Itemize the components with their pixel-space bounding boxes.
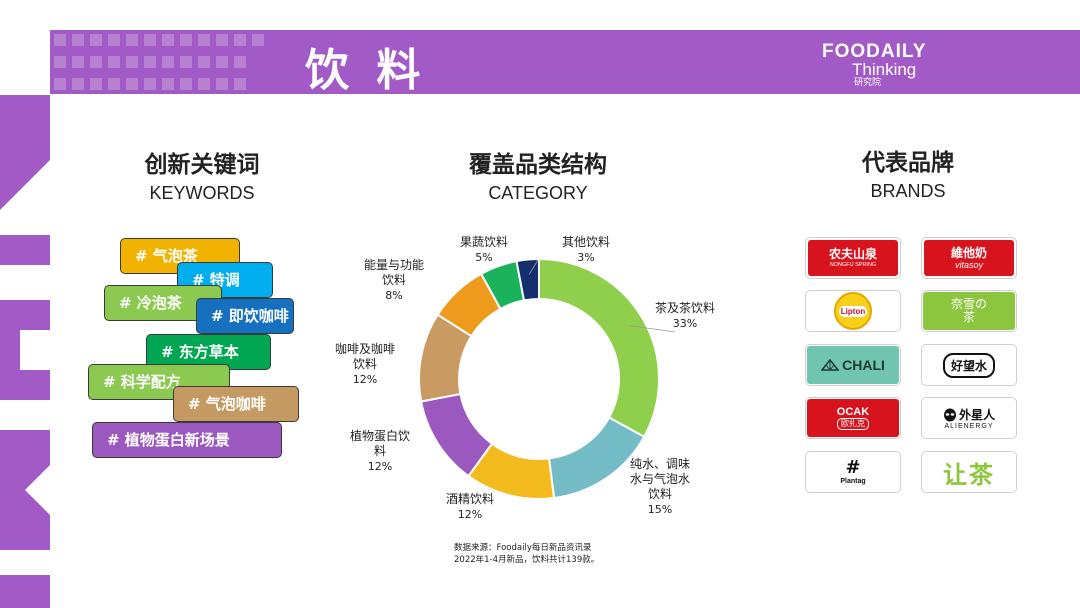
brand-logo-alienergy: 外星人 ALIENERGY (921, 397, 1017, 439)
brand-logo-naixue: 奈雪の茶 (921, 290, 1017, 332)
slice-percent-label: 8% (385, 289, 402, 302)
keywords-title-en: KEYWORDS (149, 183, 255, 203)
keyword-tag: # 特调 (177, 262, 273, 298)
brand-badge: 好望水 (942, 352, 995, 378)
brands-title-en: BRANDS (870, 181, 946, 201)
data-source-note: 数据来源：Foodaily每日新品资讯录 2022年1-4月新品，饮料共计139… (454, 542, 599, 566)
donut-slice (538, 257, 660, 439)
category-heading: 覆盖品类结构 CATEGORY (418, 150, 658, 206)
header-pattern (54, 34, 264, 90)
brand-badge: Lipton (834, 292, 872, 330)
slice-label: 植物蛋白饮 (350, 428, 410, 443)
slice-percent-label: 5% (475, 251, 492, 264)
source-line1: 数据来源：Foodaily每日新品资讯录 (454, 543, 592, 553)
brand-badge: 外星人 ALIENERGY (943, 406, 995, 430)
logo-line3: 研究院 (854, 77, 882, 87)
logo-line2: Thinking (852, 60, 917, 79)
brand-sub: NONGFU SPRING (829, 261, 877, 268)
brand-logo-ocak: OCAK 欧扎克 (805, 397, 901, 439)
slice-label: 纯水、调味 (630, 457, 690, 471)
brand-badge: 农夫山泉 NONGFU SPRING (808, 240, 898, 276)
brand-badge: OCAK 欧扎克 (807, 399, 899, 437)
slice-percent-label: 15% (648, 503, 672, 516)
slice-label: 酒精饮料 (446, 492, 494, 506)
keywords-title-cn: 创新关键词 (144, 152, 260, 178)
brand-badge: 維他奶 vitasoy (924, 240, 1014, 276)
brand-name: 农夫山泉 (828, 246, 877, 261)
slice-label: 饮料 (648, 487, 672, 501)
alien-icon (943, 408, 956, 421)
brand-sub: 欧扎克 (837, 418, 869, 430)
slice-label: 茶及茶饮料 (655, 300, 715, 315)
chali-fan-icon (821, 358, 840, 371)
brand-badge: # Plantag (840, 456, 866, 486)
brand-badge: CHALI (807, 346, 899, 384)
brand-logo-plantag: # Plantag (805, 451, 901, 493)
keyword-tag: # 即饮咖啡 (196, 298, 294, 334)
brand-name: 外星人 (958, 408, 995, 422)
brand-name: Lipton (838, 305, 868, 317)
donut-slice (515, 257, 540, 302)
header-bar: 饮 料 FOODAILY Thinking 研究院 (50, 30, 1080, 96)
brand-sub: ALIENERGY (944, 423, 994, 430)
brand-badge: 奈雪の茶 (923, 292, 1015, 330)
slice-label: 料 (374, 444, 386, 458)
brand-logo-vitasoy: 維他奶 vitasoy (921, 237, 1017, 279)
logo-line1: FOODAILY (822, 41, 927, 62)
brand-name: OCAK (836, 406, 870, 418)
left-decorative-strip (0, 0, 50, 608)
slice-label: 咖啡及咖啡 (335, 341, 395, 356)
slice-label: 水与气泡水 (630, 471, 690, 486)
slice-percent-label: 33% (673, 317, 697, 330)
brand-name: 好望水 (950, 358, 987, 373)
brand-name: 奈雪の茶 (950, 297, 987, 324)
brand-logo-lipton: Lipton (805, 290, 901, 332)
brand-logo-nongfu-spring: 农夫山泉 NONGFU SPRING (805, 237, 901, 279)
brand-badge: 让茶 (943, 455, 995, 490)
brands-title-cn: 代表品牌 (862, 150, 954, 176)
slice-label: 饮料 (382, 273, 406, 287)
keywords-heading: 创新关键词 KEYWORDS (82, 150, 322, 206)
brand-logo-chali: CHALI (805, 344, 901, 386)
page-title: 饮 料 (305, 45, 427, 96)
slice-percent-label: 3% (577, 251, 594, 264)
brand-name: 让茶 (943, 460, 995, 489)
brands-heading: 代表品牌 BRANDS (788, 148, 1028, 204)
category-title-cn: 覆盖品类结构 (469, 152, 607, 178)
keyword-tag: # 植物蛋白新场景 (92, 422, 282, 458)
leader-line (629, 325, 676, 333)
leader-line (528, 259, 539, 275)
brand-logo-haowangshui: 好望水 (921, 344, 1017, 386)
brand-sub: Plantag (840, 477, 866, 485)
slice-label: 能量与功能 (364, 258, 424, 272)
category-donut-chart: 茶及茶饮料33%纯水、调味水与气泡水饮料15%酒精饮料12%植物蛋白饮料12%咖… (335, 235, 715, 521)
keyword-tag: # 气泡咖啡 (173, 386, 299, 422)
category-title-en: CATEGORY (488, 183, 588, 203)
slice-percent-label: 12% (368, 460, 392, 473)
brand-sub: vitasoy (954, 259, 983, 270)
brand-logo-rangcha: 让茶 (921, 451, 1017, 493)
slice-label: 其他饮料 (562, 235, 610, 249)
slice-label: 饮料 (353, 357, 377, 371)
brand-name: # (845, 456, 861, 478)
slice-label: 果蔬饮料 (460, 235, 508, 249)
brand-name: 維他奶 (950, 245, 987, 260)
slice-percent-label: 12% (353, 373, 377, 386)
source-line2: 2022年1-4月新品，饮料共计139款。 (454, 555, 600, 565)
brand-name: CHALI (842, 357, 885, 373)
slice-percent-label: 12% (458, 508, 482, 521)
foodaily-logo: FOODAILY Thinking 研究院 (822, 42, 926, 88)
